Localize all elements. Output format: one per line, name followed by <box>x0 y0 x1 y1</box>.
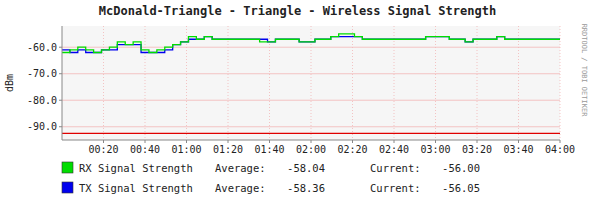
grid-line <box>228 26 229 140</box>
x-tick-label: 03:20 <box>462 144 492 155</box>
y-tick-label: -80.0 <box>27 95 57 106</box>
x-tick-label: 01:20 <box>213 144 243 155</box>
grid-line <box>269 26 270 140</box>
annotation: RRDTOOL / TOBI OETIKER <box>580 24 588 118</box>
title: McDonald-Triangle - Triangle - Wireless … <box>99 4 496 18</box>
y-tick-label: -70.0 <box>27 68 57 79</box>
grid-line <box>394 26 395 140</box>
legend-stat-value: -58.36 <box>287 182 325 194</box>
x-tick-label: 03:00 <box>420 144 450 155</box>
grid-line <box>186 26 187 140</box>
x-tick-label: 02:20 <box>337 144 367 155</box>
legend-swatch <box>62 162 73 173</box>
legend-label: RX Signal Strength <box>79 162 193 174</box>
x-tick-label: 00:20 <box>88 144 118 155</box>
series-line <box>62 34 560 53</box>
y-tick-label: -60.0 <box>27 42 57 53</box>
plot-marks <box>62 34 560 133</box>
x-tick-label: 01:00 <box>171 144 201 155</box>
x-tick-label: 04:00 <box>545 144 575 155</box>
legend-stat-name: Average: <box>215 162 266 174</box>
legend-stat-name: Average: <box>215 182 266 194</box>
legend-stat-name: Current: <box>370 182 421 194</box>
legend-stat-value: -58.04 <box>287 162 325 174</box>
y-tick-label: -90.0 <box>27 121 57 132</box>
reference-line <box>62 133 560 134</box>
grid-line <box>103 26 104 140</box>
grid-line <box>62 100 560 101</box>
grid-line <box>560 26 561 140</box>
legend-label: TX Signal Strength <box>79 182 193 194</box>
grid-line <box>145 26 146 140</box>
x-tick-label: 01:40 <box>254 144 284 155</box>
grid-line <box>352 26 353 140</box>
x-axis <box>62 140 560 141</box>
legend-stat-value: -56.00 <box>442 162 480 174</box>
grid-line <box>477 26 478 140</box>
background <box>0 0 595 210</box>
x-tick-label: 00:40 <box>130 144 160 155</box>
grid-line <box>435 26 436 140</box>
x-tick-label: 02:40 <box>379 144 409 155</box>
legend-stat-name: Current: <box>370 162 421 174</box>
x-tick-label: 03:40 <box>503 144 533 155</box>
legend-swatch <box>62 182 73 193</box>
y-axis <box>62 26 63 140</box>
legend-stat-value: -56.05 <box>442 182 480 194</box>
grid-line <box>62 126 560 127</box>
grid-line <box>311 26 312 140</box>
y-axis-label: dBm <box>4 74 15 92</box>
x-tick-label: 02:00 <box>296 144 326 155</box>
grid-line <box>518 26 519 140</box>
chart: McDonald-Triangle - Triangle - Wireless … <box>0 0 595 210</box>
plot-area <box>62 26 560 140</box>
